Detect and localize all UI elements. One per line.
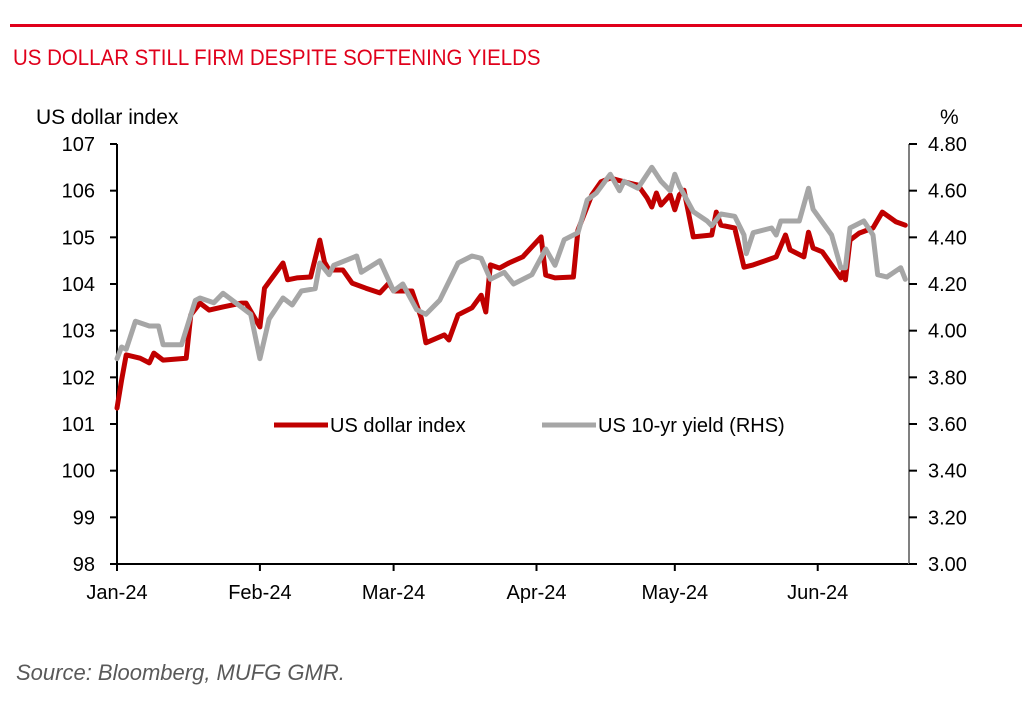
us-10yr-yield-line [114,164,908,362]
legend: US dollar index US 10-yr yield (RHS) [274,415,785,437]
left-axis-tick-label: 98 [73,554,95,576]
x-axis-tick-label: Jan-24 [86,582,147,604]
left-axis-tick-label: 101 [62,414,95,436]
right-axis-tick-label: 3.60 [928,414,967,436]
right-axis-tick-label: 3.20 [928,507,967,529]
x-axis-tick-label: Jun-24 [787,582,848,604]
x-axis-tick-label: Mar-24 [362,582,425,604]
x-axis-tick-label: May-24 [641,582,708,604]
right-axis-tick-label: 4.60 [928,181,967,203]
left-axis-tick-label: 100 [62,461,95,483]
left-axis-tick-label: 99 [73,507,95,529]
top-rule [10,24,1022,27]
right-axis-tick-label: 4.20 [928,274,967,296]
x-axis-tick-label: Apr-24 [506,582,566,604]
x-axis-tick-label: Feb-24 [228,582,291,604]
left-axis-title: US dollar index [36,106,179,129]
left-axis-tick-label: 104 [62,274,95,296]
right-axis-tick-label: 3.40 [928,461,967,483]
right-axis-tick-label: 4.40 [928,227,967,249]
left-axis-tick-label: 106 [62,181,95,203]
left-axis-tick-label: 103 [62,321,95,343]
chart-title: US DOLLAR STILL FIRM DESPITE SOFTENING Y… [13,45,541,70]
dollar-index-line [114,175,908,411]
left-axis-tick-label: 102 [62,367,95,389]
legend-label-yield: US 10-yr yield (RHS) [598,415,785,437]
right-axis-tick-label: 4.00 [928,321,967,343]
right-axis-tick-label: 3.80 [928,367,967,389]
axes: 98 99 100 101 102 103 104 105 106 107 3.00 3.20 3.40… [62,134,967,604]
left-axis-tick-label: 105 [62,227,95,249]
right-axis-tick-label: 3.00 [928,554,967,576]
left-axis-tick-label: 107 [62,134,95,156]
legend-label-dollar: US dollar index [330,415,466,437]
right-axis-title: % [940,106,959,129]
right-axis-tick-label: 4.80 [928,134,967,156]
series-group [114,164,908,411]
source-note: Source: Bloomberg, MUFG GMR. [16,660,345,685]
